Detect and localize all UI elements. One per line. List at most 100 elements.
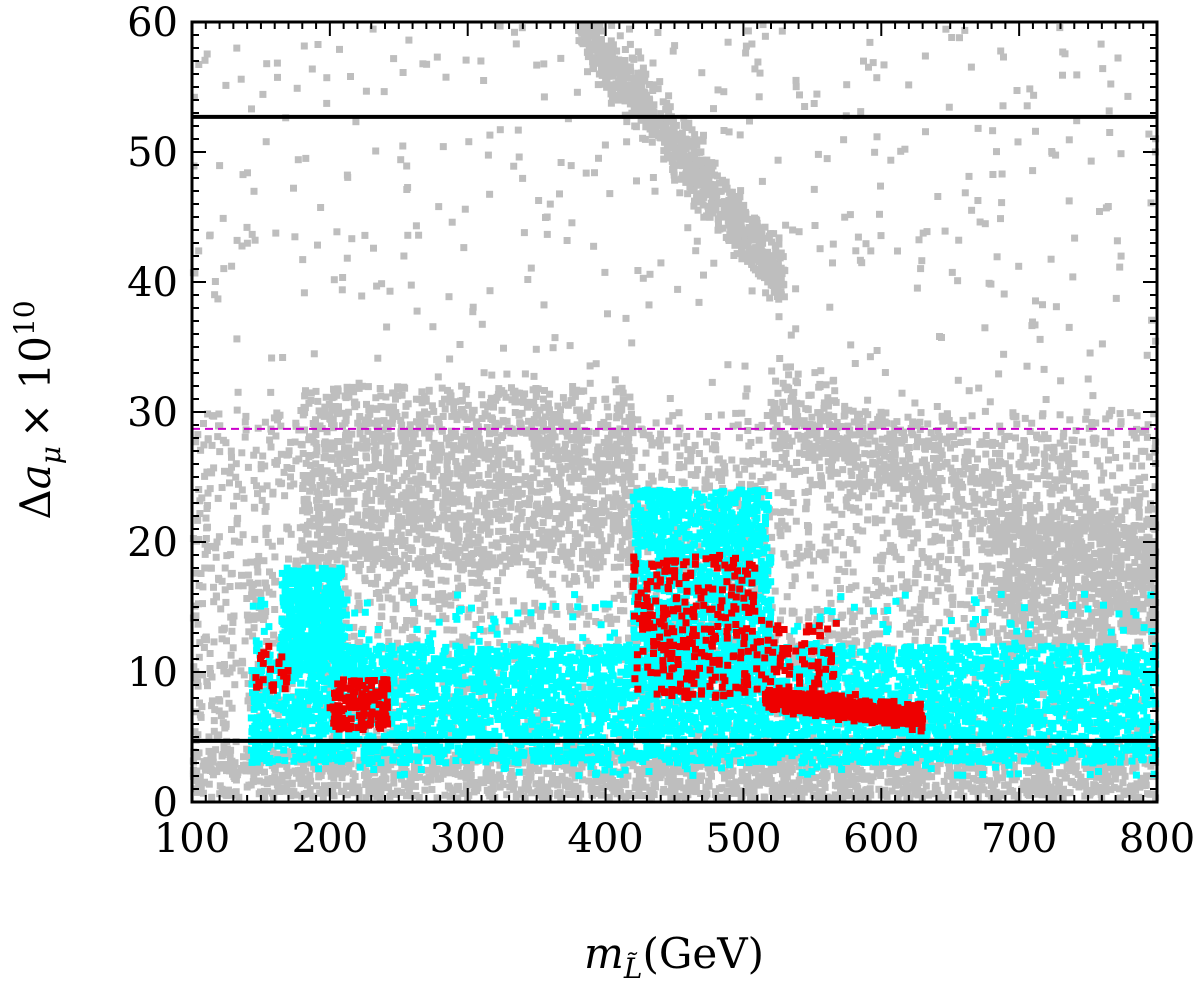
point-gray-3393 [444, 650, 452, 658]
point-gray-4388 [791, 470, 799, 478]
point-gray-597 [1145, 756, 1153, 764]
point-gray-4512 [1127, 409, 1135, 417]
point-gray-4749 [514, 505, 522, 513]
point-gray-4102 [661, 457, 669, 465]
point-gray-4144 [395, 677, 402, 685]
point-gray-4367 [834, 532, 842, 540]
point-gray-2157 [945, 556, 952, 564]
point-gray-1353 [1064, 789, 1072, 797]
point-gray-3905 [630, 447, 638, 455]
point-gray-4269 [754, 585, 762, 593]
point-gray-1502 [711, 748, 719, 756]
point-gray-3594 [584, 576, 592, 584]
point-gray-1958 [195, 582, 203, 589]
point-gray-1703 [535, 767, 542, 774]
point-gray-3866 [204, 410, 212, 418]
point-gray-1062 [1127, 789, 1135, 797]
point-gray-4151 [206, 564, 214, 572]
point-gray-1451 [345, 766, 353, 774]
point-gray-1604 [269, 746, 277, 754]
point-gray-1626 [525, 774, 533, 782]
point-gray-3189 [1115, 740, 1123, 748]
point-gray-1698 [342, 782, 350, 790]
point-gray-3086 [454, 683, 462, 691]
point-gray-3874 [356, 638, 364, 646]
point-gray-2164 [569, 623, 576, 631]
point-gray-2337 [565, 580, 573, 588]
point-gray-2281 [628, 587, 636, 595]
point-gray-2812 [901, 486, 909, 494]
point-gray-2486 [193, 753, 201, 761]
point-gray-3637 [849, 568, 857, 576]
point-gray-843 [1074, 770, 1082, 778]
point-gray-966 [638, 778, 646, 786]
point-gray-3908 [486, 430, 493, 438]
point-gray-1351 [369, 788, 377, 796]
point-gray-3694 [998, 442, 1006, 450]
point-gray-4342 [509, 622, 517, 630]
point-gray-1277 [587, 779, 595, 787]
point-gray-1897 [619, 595, 627, 603]
point-gray-112 [992, 769, 1000, 777]
point-gray-4379 [1059, 554, 1067, 561]
point-gray-3987 [1082, 415, 1090, 423]
point-gray-2868 [480, 578, 488, 586]
point-gray-134 [451, 751, 459, 759]
point-gray-4619 [822, 548, 830, 556]
point-gray-4351 [1065, 459, 1073, 467]
point-gray-458 [902, 761, 910, 769]
point-gray-1544 [948, 770, 956, 778]
point-gray-3236 [960, 615, 968, 622]
point-gray-2526 [871, 519, 879, 527]
point-gray-1887 [981, 579, 989, 587]
point-gray-1817 [387, 449, 395, 457]
point-gray-4625 [601, 478, 609, 486]
point-gray-4962 [1040, 472, 1048, 479]
point-gray-2939 [199, 600, 206, 608]
point-gray-4967 [1123, 452, 1131, 460]
point-gray-3090 [588, 541, 596, 549]
point-gray-1776 [1041, 785, 1049, 793]
point-gray-1058 [377, 792, 385, 799]
point-gray-1649 [269, 789, 277, 797]
point-gray-3519 [391, 747, 399, 755]
point-gray-4242 [649, 477, 657, 485]
point-gray-4050 [1065, 454, 1073, 461]
point-gray-385 [622, 794, 630, 802]
point-gray-3281 [217, 605, 225, 613]
point-gray-1525 [914, 763, 922, 771]
point-gray-4755 [869, 631, 877, 639]
point-gray-1453 [1000, 763, 1008, 771]
point-gray-148 [361, 771, 368, 779]
point-gray-1834 [826, 503, 834, 511]
point-gray-4835 [501, 611, 509, 619]
point-gray-3858 [287, 438, 295, 446]
point-gray-3272 [226, 479, 233, 487]
point-gray-2593 [210, 598, 218, 606]
point-gray-2612 [699, 501, 707, 509]
point-gray-2534 [192, 569, 200, 577]
point-gray-3973 [972, 731, 980, 739]
point-gray-1830 [386, 474, 393, 482]
point-gray-3531 [495, 598, 503, 606]
point-gray-1574 [261, 793, 269, 801]
point-gray-739 [738, 768, 746, 776]
point-gray-3349 [270, 631, 278, 639]
point-gray-1914 [844, 480, 852, 488]
point-gray-4456 [1068, 436, 1076, 444]
point-gray-4086 [226, 469, 234, 477]
point-gray-4300 [960, 565, 968, 573]
point-gray-609 [507, 768, 515, 775]
point-gray-2232 [1007, 452, 1015, 460]
point-gray-2618 [776, 616, 784, 624]
point-gray-4309 [191, 674, 199, 682]
point-gray-2094 [313, 540, 320, 548]
point-gray-4341 [221, 586, 229, 594]
point-gray-2616 [251, 504, 259, 512]
point-gray-2729 [626, 503, 634, 511]
point-gray-3771 [810, 557, 818, 565]
point-gray-1249 [869, 763, 877, 771]
point-gray-3385 [561, 574, 569, 582]
point-gray-3390 [721, 463, 729, 471]
point-gray-2681 [1141, 490, 1149, 498]
